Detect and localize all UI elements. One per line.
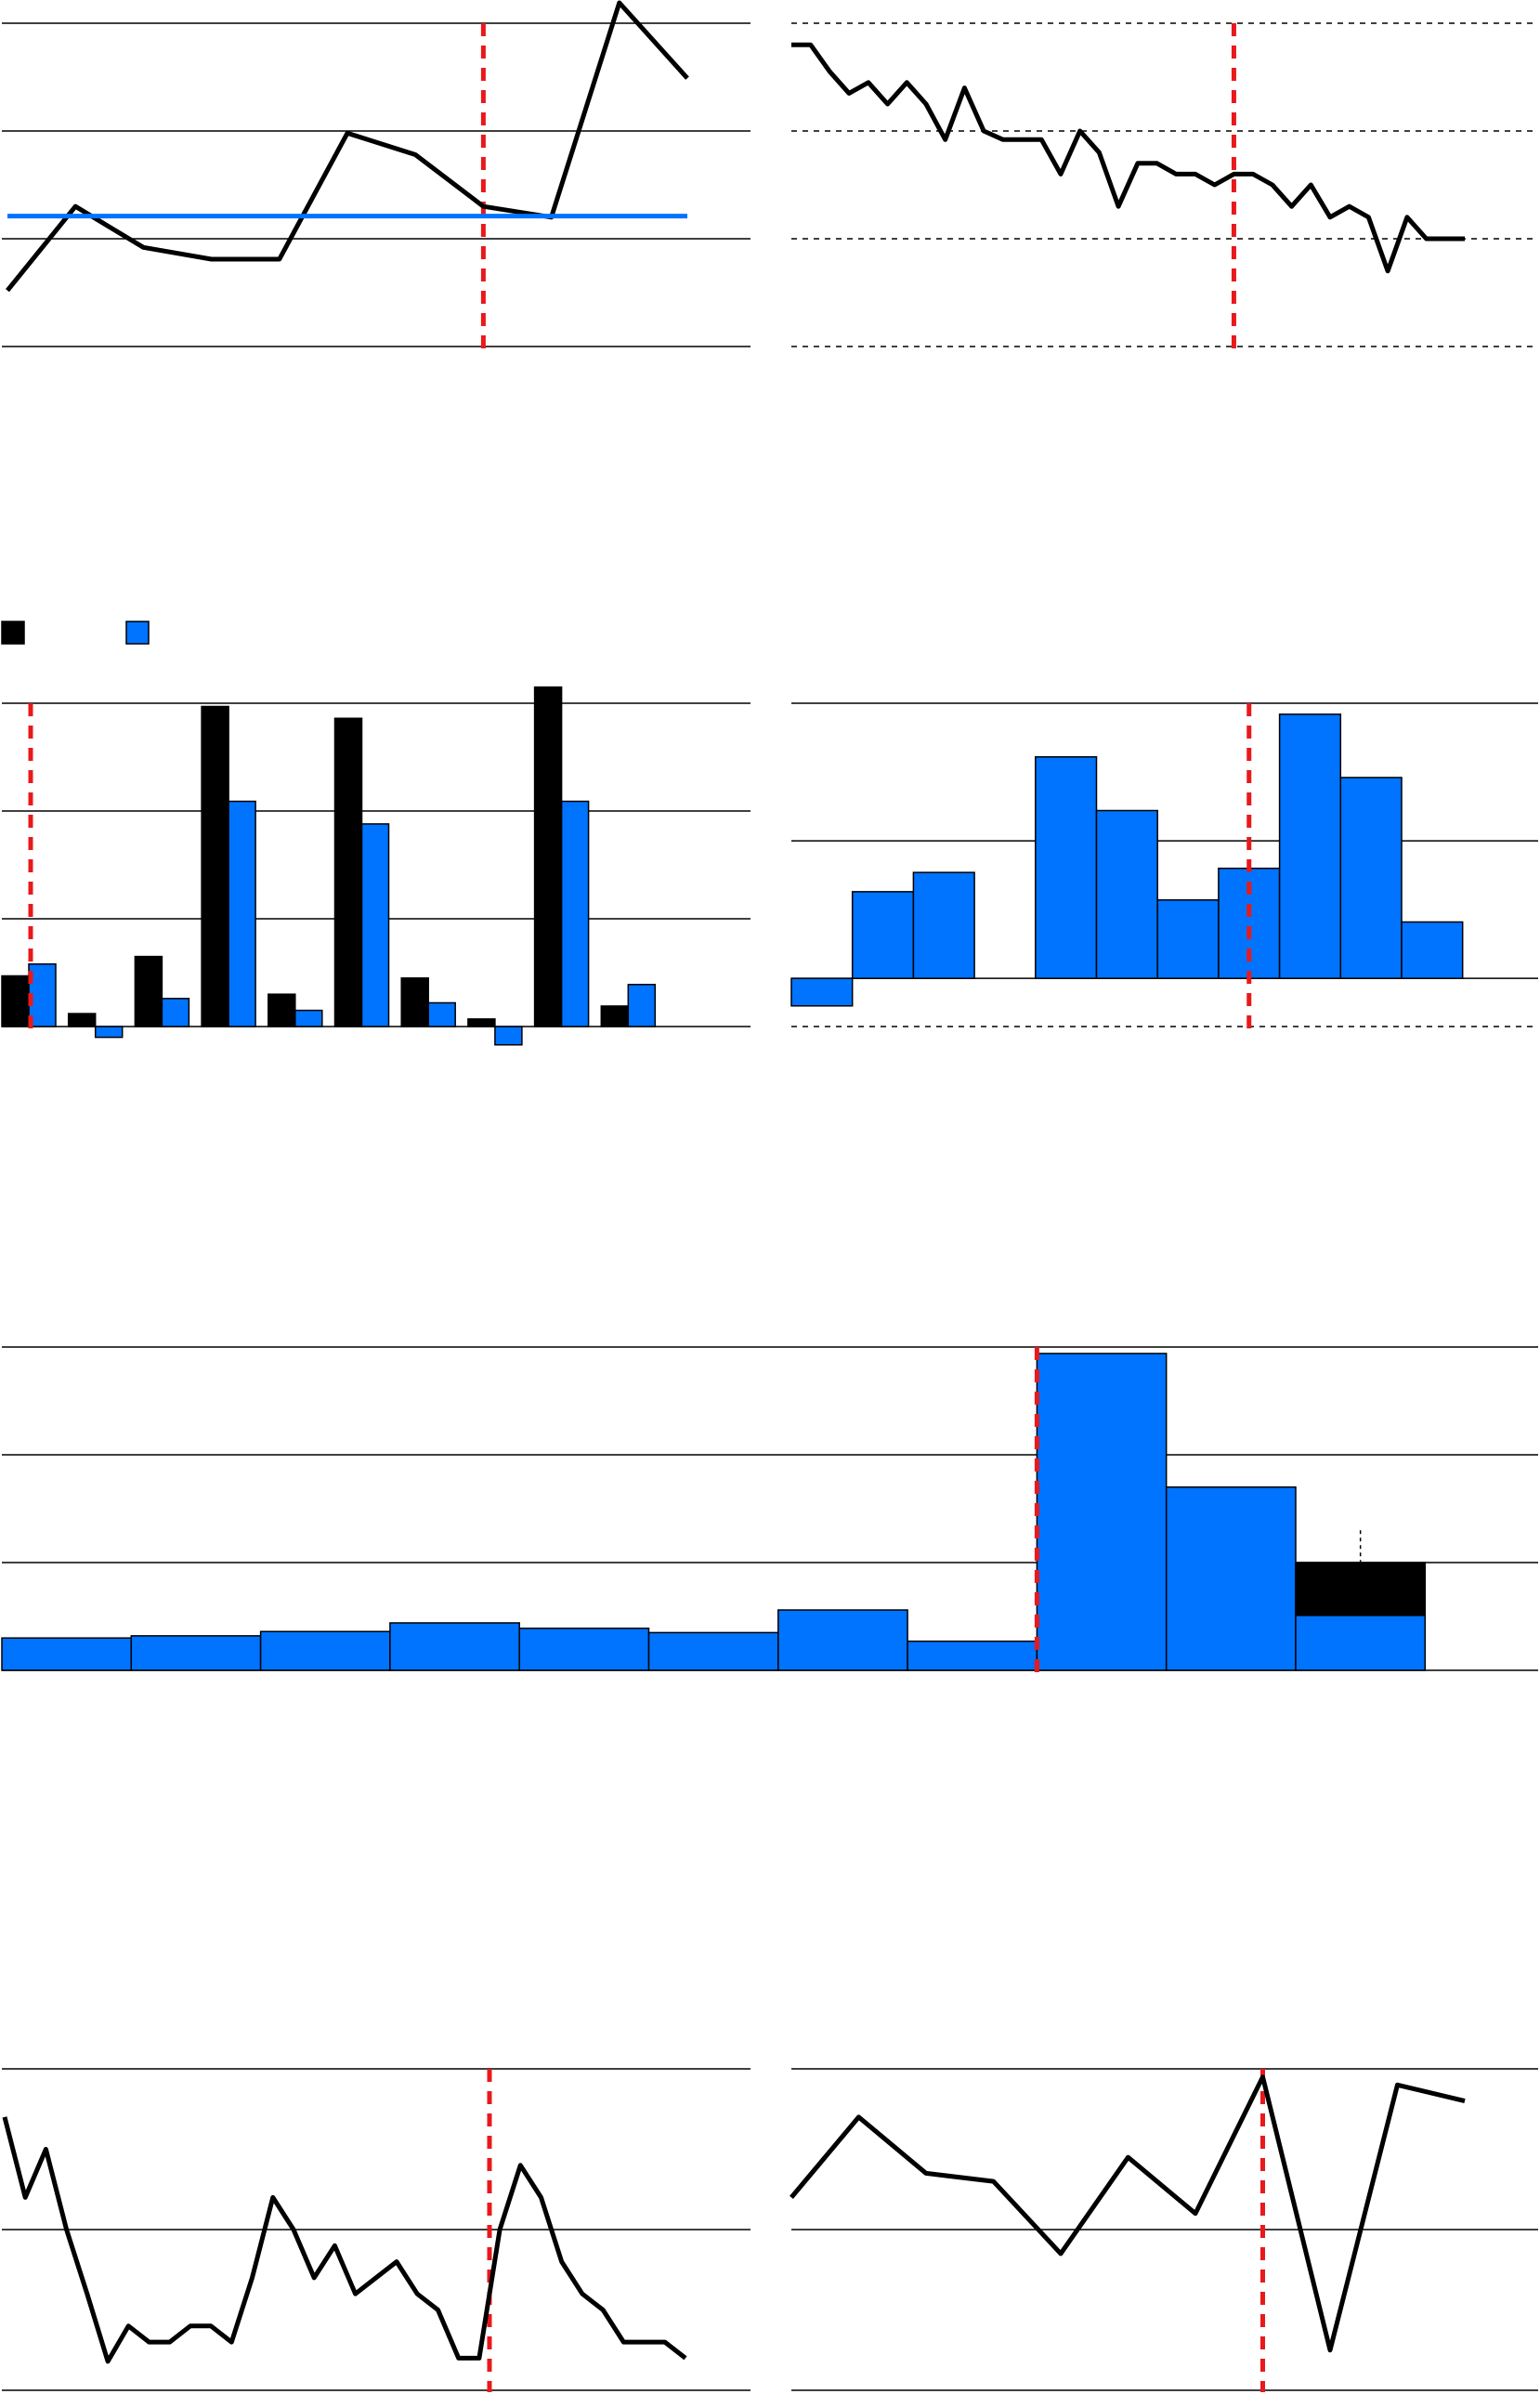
bar-black-6 [333, 717, 363, 1027]
legend-swatch-black [1, 621, 25, 645]
bar-blue-3 [259, 1630, 391, 1671]
bar-blue-9 [1278, 713, 1342, 979]
series-line-0 [6, 0, 689, 293]
bar-black-5 [268, 993, 296, 1027]
bar-blue-6 [1095, 809, 1158, 979]
bar-blue-8 [907, 1640, 1038, 1671]
bar-black-2 [67, 1013, 97, 1027]
bar-blue-5 [1035, 756, 1098, 979]
bar-blue-11 [1295, 1615, 1427, 1671]
bar-black-stack-11 [1295, 1562, 1427, 1616]
bar-blue-6 [360, 823, 390, 1027]
bar-blue-10 [1165, 1486, 1297, 1671]
bar-black-8 [467, 1018, 496, 1027]
bar-blue-2 [94, 1026, 124, 1039]
bar-black-1 [1, 975, 30, 1027]
bar-blue-1 [1, 1637, 133, 1671]
bar-blue-4 [389, 1622, 520, 1671]
bar-blue-3 [161, 998, 190, 1027]
bar-blue-7 [1156, 899, 1220, 979]
bar-blue-9 [1036, 1353, 1168, 1671]
bar-blue-5 [294, 1009, 323, 1027]
bar-blue-8 [494, 1026, 523, 1046]
bar-blue-3 [912, 871, 975, 979]
bar-black-3 [134, 955, 163, 1027]
panel-wide-bar-chart [1, 1346, 1538, 1672]
bar-blue-1 [790, 977, 854, 1007]
bar-blue-11 [1401, 921, 1464, 979]
bar-blue-5 [518, 1628, 650, 1671]
series-line-0 [791, 42, 1465, 274]
bar-blue-4 [228, 800, 256, 1027]
bar-blue-2 [851, 891, 915, 979]
panel-line-chart-bottom-right [790, 2068, 1538, 2392]
bar-black-7 [400, 977, 429, 1027]
bar-blue-2 [130, 1635, 262, 1671]
bar-blue-10 [627, 984, 657, 1027]
bar-blue-10 [1339, 777, 1403, 979]
panel-line-chart-top-left [2, 0, 750, 348]
panel-line-chart-top-right [790, 22, 1538, 348]
panel-bar-chart-right [790, 702, 1538, 1028]
bar-blue-9 [560, 800, 590, 1027]
legend-swatch-blue [125, 621, 150, 645]
panel-line-chart-bottom-left [2, 2068, 750, 2392]
series-line-0 [790, 2074, 1466, 2353]
bar-black-4 [201, 705, 229, 1027]
bar-black-10 [600, 1005, 630, 1027]
panel-grouped-bar-chart [1, 621, 750, 1046]
series-line-0 [2, 2116, 687, 2364]
bar-blue-6 [647, 1631, 779, 1671]
bar-black-9 [533, 686, 563, 1027]
bar-blue-7 [427, 1001, 456, 1027]
bar-blue-1 [28, 962, 57, 1027]
bar-blue-7 [777, 1609, 908, 1671]
